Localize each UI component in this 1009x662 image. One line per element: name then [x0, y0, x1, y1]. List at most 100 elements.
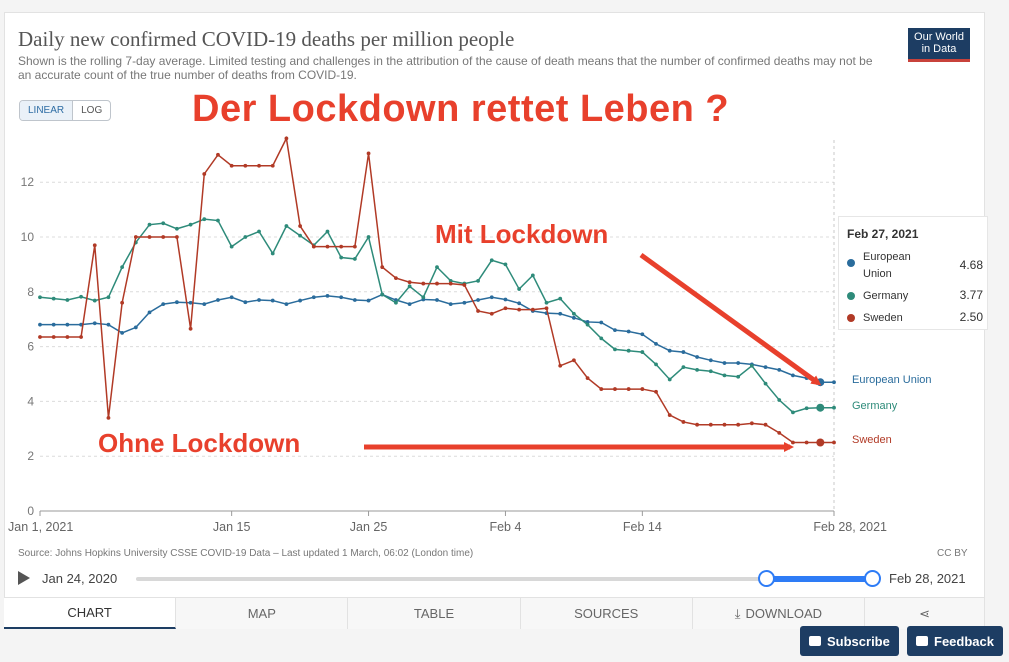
data-point-sweden: [106, 415, 111, 420]
x-tick-label: Jan 1, 2021: [8, 520, 73, 534]
data-point-sweden: [763, 422, 768, 427]
share-button[interactable]: ⋖: [865, 598, 986, 629]
x-tick-label: Feb 14: [623, 520, 662, 534]
owid-logo[interactable]: Our World in Data: [908, 28, 970, 62]
linear-scale-button[interactable]: LINEAR: [20, 101, 74, 120]
data-point-european-union: [832, 380, 836, 385]
data-point-germany: [585, 322, 590, 327]
download-icon: ⤓: [734, 605, 741, 621]
timeline-track[interactable]: [136, 577, 874, 581]
subscribe-label: Subscribe: [827, 633, 890, 649]
data-point-european-union: [216, 298, 220, 302]
tab-map[interactable]: MAP: [176, 598, 349, 629]
data-point-germany: [695, 367, 700, 372]
legend-dot-sweden: [847, 314, 855, 322]
timeline-start-label: Jan 24, 2020: [42, 571, 118, 586]
data-point-european-union: [133, 325, 138, 330]
data-point-sweden: [749, 421, 754, 426]
without-lockdown-annotation: Ohne Lockdown: [98, 428, 301, 458]
tab-table[interactable]: TABLE: [348, 598, 521, 629]
data-point-germany: [681, 365, 686, 370]
data-point-germany: [188, 222, 193, 227]
data-point-european-union: [681, 350, 686, 354]
data-point-sweden: [133, 235, 138, 239]
data-point-sweden: [777, 431, 782, 435]
data-point-germany: [38, 295, 42, 300]
timeline-end-handle[interactable]: [864, 570, 881, 587]
data-point-germany: [51, 296, 56, 301]
data-point-european-union: [174, 300, 179, 305]
data-point-sweden: [435, 281, 439, 286]
data-point-sweden: [202, 172, 207, 176]
tab-chart[interactable]: CHART: [4, 598, 177, 629]
data-point-sweden: [407, 280, 412, 285]
data-point-european-union: [284, 302, 289, 307]
legend-name-germany: Germany: [863, 290, 909, 302]
data-point-sweden: [325, 244, 330, 249]
data-point-germany: [571, 311, 576, 316]
legend-row-germany: Germany 3.77: [847, 288, 983, 306]
data-point-germany: [613, 347, 617, 352]
share-icon: ⋖: [919, 605, 930, 621]
tab-bar: CHART MAP TABLE SOURCES ⤓ DOWNLOAD ⋖: [4, 597, 986, 629]
x-tick-label: Feb 4: [489, 520, 521, 534]
data-point-germany: [558, 296, 563, 301]
data-point-germany: [174, 226, 179, 231]
legend-name-sweden: Sweden: [863, 312, 903, 324]
legend-dot-germany: [847, 292, 855, 300]
data-point-european-union: [585, 320, 590, 324]
data-point-sweden: [339, 244, 344, 249]
data-point-european-union: [325, 294, 330, 298]
data-point-european-union: [722, 361, 727, 365]
data-point-germany: [749, 363, 754, 368]
series-line-sweden[interactable]: [40, 135, 834, 444]
data-point-sweden: [92, 243, 97, 248]
data-point-germany: [202, 217, 207, 222]
data-point-european-union: [366, 298, 371, 303]
feedback-button[interactable]: Feedback: [907, 626, 1003, 656]
data-point-sweden: [654, 389, 658, 394]
data-point-sweden: [585, 376, 590, 381]
log-scale-button[interactable]: LOG: [81, 105, 103, 116]
data-point-germany: [816, 403, 825, 412]
series-label-sweden[interactable]: Sweden: [852, 434, 892, 446]
data-point-european-union: [571, 315, 576, 320]
hover-legend: Feb 27, 2021 European Union 4.68 Germany…: [838, 216, 988, 330]
timeline-start-handle[interactable]: [758, 570, 775, 587]
license-link[interactable]: CC BY: [937, 548, 968, 559]
data-point-european-union: [270, 298, 275, 303]
data-point-european-union: [763, 365, 768, 370]
data-point-germany: [489, 258, 494, 263]
series-label-germany[interactable]: Germany: [852, 400, 898, 412]
data-point-germany: [832, 405, 836, 410]
data-point-germany: [777, 398, 782, 402]
y-tick-label: 8: [27, 285, 34, 299]
logo-line-1: Our World: [914, 31, 964, 43]
play-icon[interactable]: [18, 571, 30, 585]
data-point-sweden: [571, 358, 576, 363]
subscribe-button[interactable]: Subscribe: [800, 626, 899, 656]
data-point-sweden: [216, 152, 220, 157]
data-point-sweden: [394, 276, 398, 280]
data-point-sweden: [421, 281, 426, 286]
data-point-germany: [517, 287, 522, 291]
chart-title: Daily new confirmed COVID-19 deaths per …: [18, 27, 515, 51]
data-point-european-union: [339, 295, 344, 300]
data-point-european-union: [695, 355, 700, 359]
data-point-european-union: [708, 358, 713, 363]
series-label-european-union[interactable]: European Union: [852, 374, 932, 386]
tab-sources[interactable]: SOURCES: [520, 598, 693, 629]
data-point-sweden: [161, 235, 166, 239]
data-point-european-union: [640, 332, 645, 337]
tab-download[interactable]: ⤓ DOWNLOAD: [692, 598, 866, 629]
data-point-germany: [448, 278, 453, 283]
data-point-european-union: [503, 297, 508, 302]
legend-value-germany: 3.77: [959, 288, 983, 302]
tab-download-label: DOWNLOAD: [745, 606, 823, 621]
data-point-sweden: [65, 335, 70, 339]
data-point-germany: [92, 298, 97, 303]
data-point-sweden: [79, 335, 83, 339]
data-point-sweden: [517, 307, 522, 312]
data-point-germany: [161, 221, 166, 226]
data-point-germany: [435, 265, 439, 270]
